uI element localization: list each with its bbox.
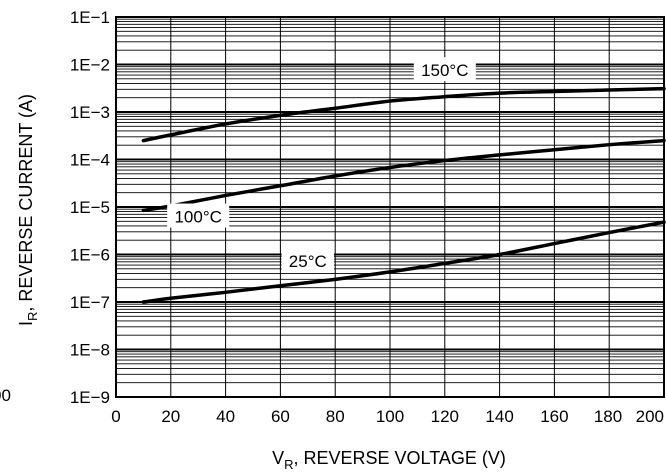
y-tick-label: 1E−9 [70, 388, 110, 407]
data-curves [141, 86, 666, 304]
series-label: 25°C [289, 252, 327, 271]
x-tick-label: 20 [161, 407, 180, 426]
y-tick-label: 1E−2 [70, 56, 110, 75]
x-tick-label: 140 [485, 407, 513, 426]
y-tick-label: 1E−6 [70, 246, 110, 265]
y-tick-label: 1E−4 [70, 151, 110, 170]
y-tick-label: 1E−8 [70, 341, 110, 360]
x-tick-label: 200 [636, 407, 664, 426]
x-tick-label: 180 [594, 407, 622, 426]
x-axis-label-main: V [272, 448, 284, 468]
series-label: 100°C [174, 208, 221, 227]
x-tick-label: 0 [111, 407, 120, 426]
y-tick-label: 1E−5 [70, 198, 110, 217]
series-line [141, 86, 666, 143]
x-tick-label: 40 [216, 407, 235, 426]
series-label-box [281, 247, 334, 272]
series-label-box [167, 203, 230, 228]
x-tick-labels: 0 20 40 60 80 100 120 140 160 180 200 [111, 407, 664, 426]
series-line [141, 220, 666, 304]
clipped-left-tick-label: 00 [0, 386, 11, 405]
y-tick-label: 1E−1 [70, 8, 110, 27]
y-tick-label: 1E−7 [70, 293, 110, 312]
y-axis-label-sub: R [25, 312, 40, 321]
y-axis-label-rest: , REVERSE CURRENT (A) [16, 94, 36, 312]
curve-labels: 150°C 100°C 25°C [167, 57, 476, 272]
x-axis-label-rest: , REVERSE VOLTAGE (V) [294, 448, 506, 468]
y-axis-label-main: I [16, 321, 36, 326]
series-line [141, 138, 666, 213]
x-axis-label: VR, REVERSE VOLTAGE (V) [272, 448, 506, 472]
series-label-box [413, 57, 476, 82]
series-label: 150°C [421, 61, 468, 80]
y-tick-label: 1E−3 [70, 103, 110, 122]
x-tick-label: 60 [271, 407, 290, 426]
x-tick-label: 100 [376, 407, 404, 426]
x-tick-label: 120 [431, 407, 459, 426]
y-axis-label: IR, REVERSE CURRENT (A) [16, 94, 40, 326]
x-tick-label: 160 [540, 407, 568, 426]
plot-frame [115, 16, 665, 398]
x-tick-label: 80 [326, 407, 345, 426]
x-axis-label-sub: R [284, 457, 293, 472]
y-tick-labels: 1E−1 1E−2 1E−3 1E−4 1E−5 1E−6 1E−7 1E−8 1E−9 [70, 8, 110, 407]
